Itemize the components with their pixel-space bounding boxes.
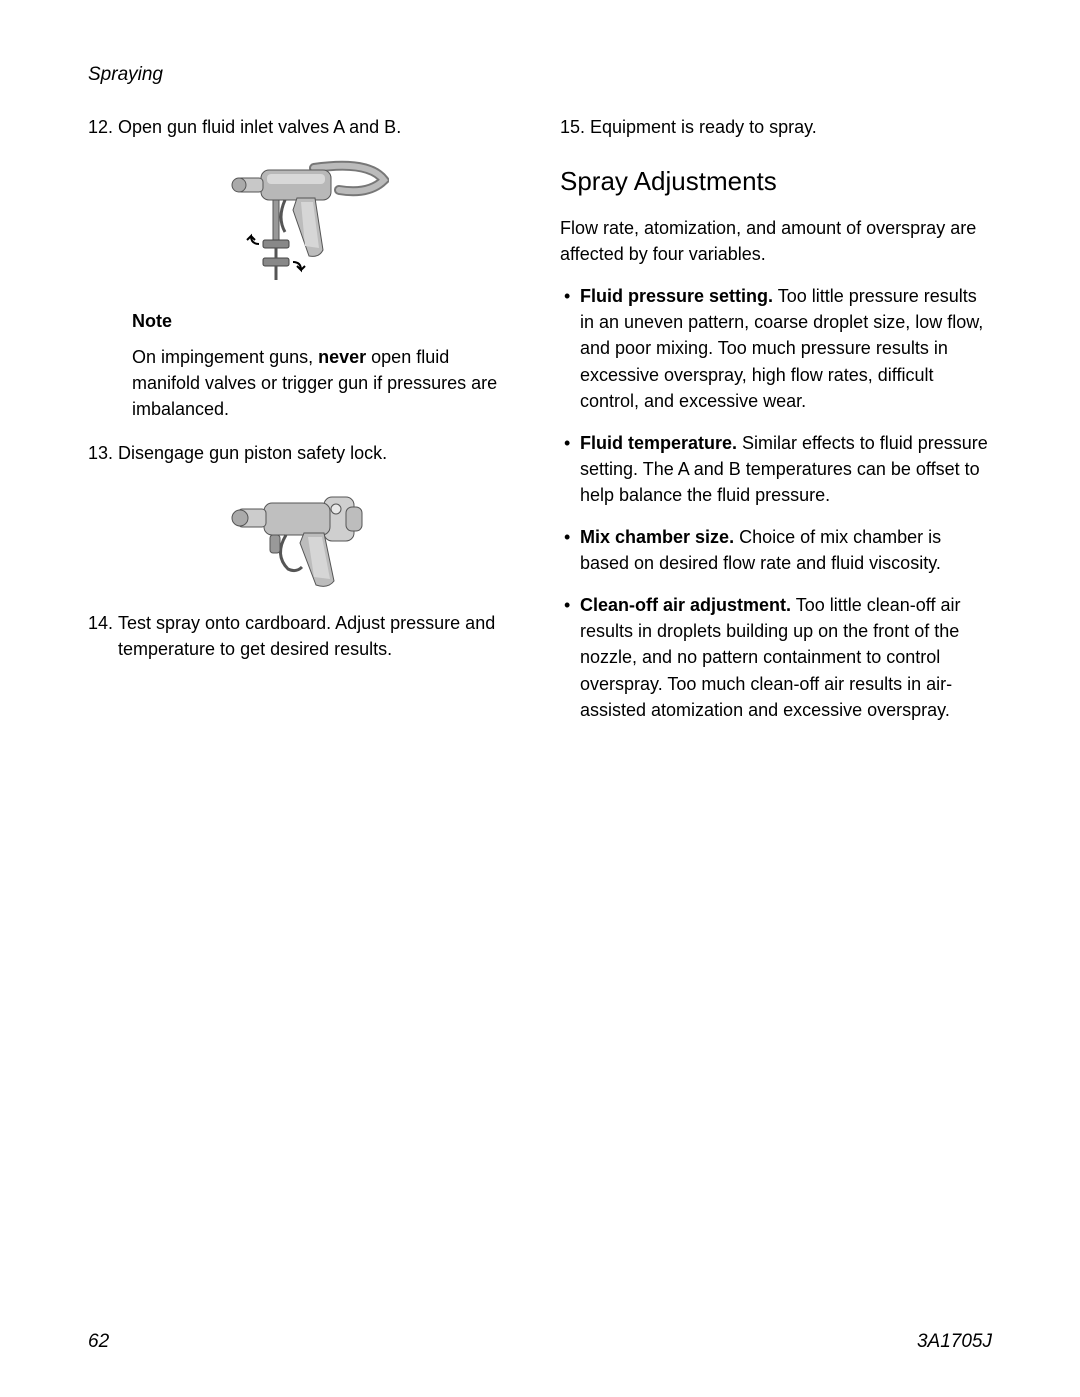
figure-gun-valves: [88, 150, 520, 290]
step-text: Test spray onto cardboard. Adjust pressu…: [118, 610, 520, 662]
figure-gun-lock: [88, 477, 520, 592]
document-id: 3A1705J: [917, 1331, 992, 1353]
bullet-list: Fluid pressure setting. Too little press…: [560, 283, 992, 722]
step-14: 14. Test spray onto cardboard. Adjust pr…: [88, 610, 520, 662]
step-text: Disengage gun piston safety lock.: [118, 440, 520, 466]
note-heading: Note: [132, 308, 520, 334]
step-number: 15.: [560, 114, 590, 140]
note-body: On impingement guns, never open fluid ma…: [132, 344, 520, 422]
page-number: 62: [88, 1331, 109, 1353]
bullet-bold: Fluid pressure setting.: [580, 286, 773, 306]
header-section: Spraying: [88, 64, 163, 85]
note-block: Note On impingement guns, never open flu…: [132, 308, 520, 422]
list-item: Mix chamber size. Choice of mix chamber …: [560, 524, 992, 576]
step-number: 12.: [88, 114, 118, 140]
step-13: 13. Disengage gun piston safety lock.: [88, 440, 520, 466]
step-12: 12. Open gun fluid inlet valves A and B.: [88, 114, 520, 140]
list-item: Fluid temperature. Similar effects to fl…: [560, 430, 992, 508]
right-column: 15. Equipment is ready to spray. Spray A…: [560, 114, 992, 739]
note-pre: On impingement guns,: [132, 347, 318, 367]
page-footer: 62 3A1705J: [88, 1331, 992, 1353]
spray-gun-lock-icon: [224, 477, 384, 592]
page-header: Spraying: [88, 64, 992, 86]
bullet-bold: Mix chamber size.: [580, 527, 734, 547]
step-text: Open gun fluid inlet valves A and B.: [118, 114, 520, 140]
bullet-bold: Clean-off air adjustment.: [580, 595, 791, 615]
step-text: Equipment is ready to spray.: [590, 114, 992, 140]
section-heading: Spray Adjustments: [560, 166, 992, 197]
intro-paragraph: Flow rate, atomization, and amount of ov…: [560, 215, 992, 267]
left-column: 12. Open gun fluid inlet valves A and B.: [88, 114, 520, 739]
content-columns: 12. Open gun fluid inlet valves A and B.: [88, 114, 992, 739]
spray-gun-icon: [219, 150, 389, 290]
list-item: Fluid pressure setting. Too little press…: [560, 283, 992, 413]
step-15: 15. Equipment is ready to spray.: [560, 114, 992, 140]
bullet-bold: Fluid temperature.: [580, 433, 737, 453]
note-bold: never: [318, 347, 366, 367]
step-number: 14.: [88, 610, 118, 662]
step-number: 13.: [88, 440, 118, 466]
list-item: Clean-off air adjustment. Too little cle…: [560, 592, 992, 722]
